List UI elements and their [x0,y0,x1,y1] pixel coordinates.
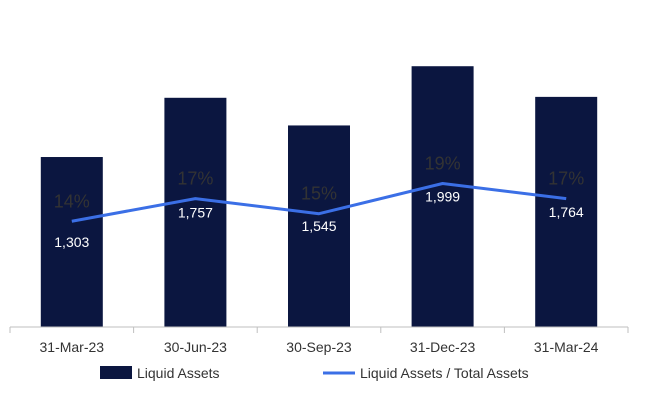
legend-bar-label: Liquid Assets [137,365,220,381]
legend-line-label: Liquid Assets / Total Assets [360,365,529,381]
bar-value-label: 1,303 [54,234,89,250]
bar-3 [288,125,350,327]
x-axis-tick-labels: 31-Mar-23 30-Jun-23 30-Sep-23 31-Dec-23 31-M… [40,339,599,355]
bar-value-label: 1,764 [549,204,584,220]
bar-data-labels: 1,303 1,757 1,545 1,999 1,764 [54,189,584,250]
x-tick-label: 31-Dec-23 [410,339,476,355]
ratio-value-label: 17% [548,169,584,189]
bar-1 [40,157,103,327]
x-tick-label: 30-Sep-23 [286,339,352,355]
ratio-value-label: 19% [425,154,461,174]
bar-2 [164,97,227,327]
ratio-value-label: 14% [54,191,90,211]
bar-value-label: 1,999 [425,189,460,205]
line-data-labels: 14% 17% 15% 19% 17% [54,154,584,212]
x-axis-ticks [9,327,629,333]
legend: Liquid Assets Liquid Assets / Total Asse… [100,365,529,381]
bar-value-label: 1,757 [178,204,213,220]
ratio-line-series [71,182,567,223]
legend-bar-swatch [100,366,132,379]
ratio-value-label: 17% [177,169,213,189]
x-tick-label: 31-Mar-23 [40,339,105,355]
bar-series [40,66,598,328]
bar-4 [411,66,474,327]
ratio-value-label: 15% [301,184,337,204]
bar-5 [535,96,598,328]
bar-value-label: 1,545 [301,218,336,234]
x-tick-label: 30-Jun-23 [164,339,227,355]
x-tick-label: 31-Mar-24 [534,339,599,355]
